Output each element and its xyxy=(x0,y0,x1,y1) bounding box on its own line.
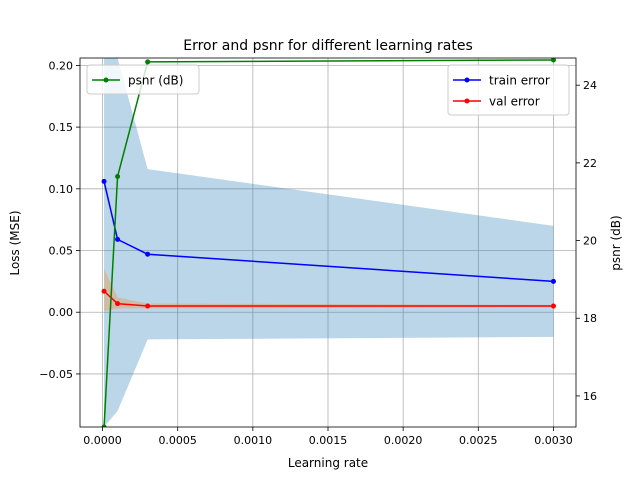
y2-tick-label: 20 xyxy=(583,235,597,248)
data-point-train-error xyxy=(115,236,121,242)
data-point-psnr-db xyxy=(145,59,151,65)
y2-tick-label: 22 xyxy=(583,157,597,170)
x-tick-label: 0.0015 xyxy=(309,434,348,447)
legend-box xyxy=(447,64,570,116)
chart-title: Error and psnr for different learning ra… xyxy=(183,38,473,54)
data-point-val-error xyxy=(145,303,151,309)
data-point-psnr-db xyxy=(550,58,556,63)
data-point-val-error xyxy=(101,288,107,294)
legend-label-psnr-db: psnr (dB) xyxy=(128,74,183,88)
data-point-train-error xyxy=(145,251,151,257)
legend-label-val-error: val error xyxy=(489,95,540,109)
x-tick-label: 0.0025 xyxy=(459,434,498,447)
series-line-psnr-db xyxy=(103,59,554,427)
legend-upper-right: train error val error xyxy=(447,64,570,116)
x-tick-label: 0.0005 xyxy=(158,434,197,447)
series-lines xyxy=(101,58,556,427)
data-point-val-error xyxy=(550,303,556,309)
x-tick-label: 0.0000 xyxy=(83,434,122,447)
legend-box xyxy=(86,64,200,95)
data-point-val-error xyxy=(115,301,121,307)
tick-marks: 0.0000 0.0005 0.0010 0.0015 0.0020 0.0025 0.00… xyxy=(39,59,597,447)
legends: psnr (dB) train error val error xyxy=(86,64,570,116)
grid xyxy=(80,58,576,427)
series-line-train-error xyxy=(103,181,554,283)
y-tick-label: 0.05 xyxy=(49,245,74,258)
data-point-psnr-db xyxy=(101,424,107,427)
y-tick-label: 0.10 xyxy=(49,183,74,196)
y2-axis-label: psnr (dB) xyxy=(609,215,623,270)
legend-marker-val-error xyxy=(464,98,470,104)
data-point-train-error xyxy=(550,278,556,284)
error-band-train-error xyxy=(104,58,554,427)
x-tick-label: 0.0020 xyxy=(384,434,423,447)
y-tick-label: −0.05 xyxy=(39,368,73,381)
y2-tick-label: 16 xyxy=(583,390,597,403)
x-axis-label: Learning rate xyxy=(288,456,368,470)
legend-label-train-error: train error xyxy=(489,74,550,88)
y2-tick-label: 24 xyxy=(583,79,597,92)
x-tick-label: 0.0010 xyxy=(234,434,273,447)
y-tick-label: 0.15 xyxy=(49,121,74,134)
x-tick-label: 0.0030 xyxy=(534,434,573,447)
legend-marker-train-error xyxy=(464,77,470,83)
data-point-train-error xyxy=(101,178,107,184)
legend-upper-left: psnr (dB) xyxy=(86,64,200,95)
y2-tick-label: 18 xyxy=(583,312,597,325)
y-axis-label: Loss (MSE) xyxy=(8,210,22,275)
data-point-psnr-db xyxy=(115,173,121,179)
y-tick-label: 0.00 xyxy=(49,306,74,319)
y-tick-label: 0.20 xyxy=(49,59,74,72)
legend-marker-psnr-db xyxy=(103,77,109,83)
